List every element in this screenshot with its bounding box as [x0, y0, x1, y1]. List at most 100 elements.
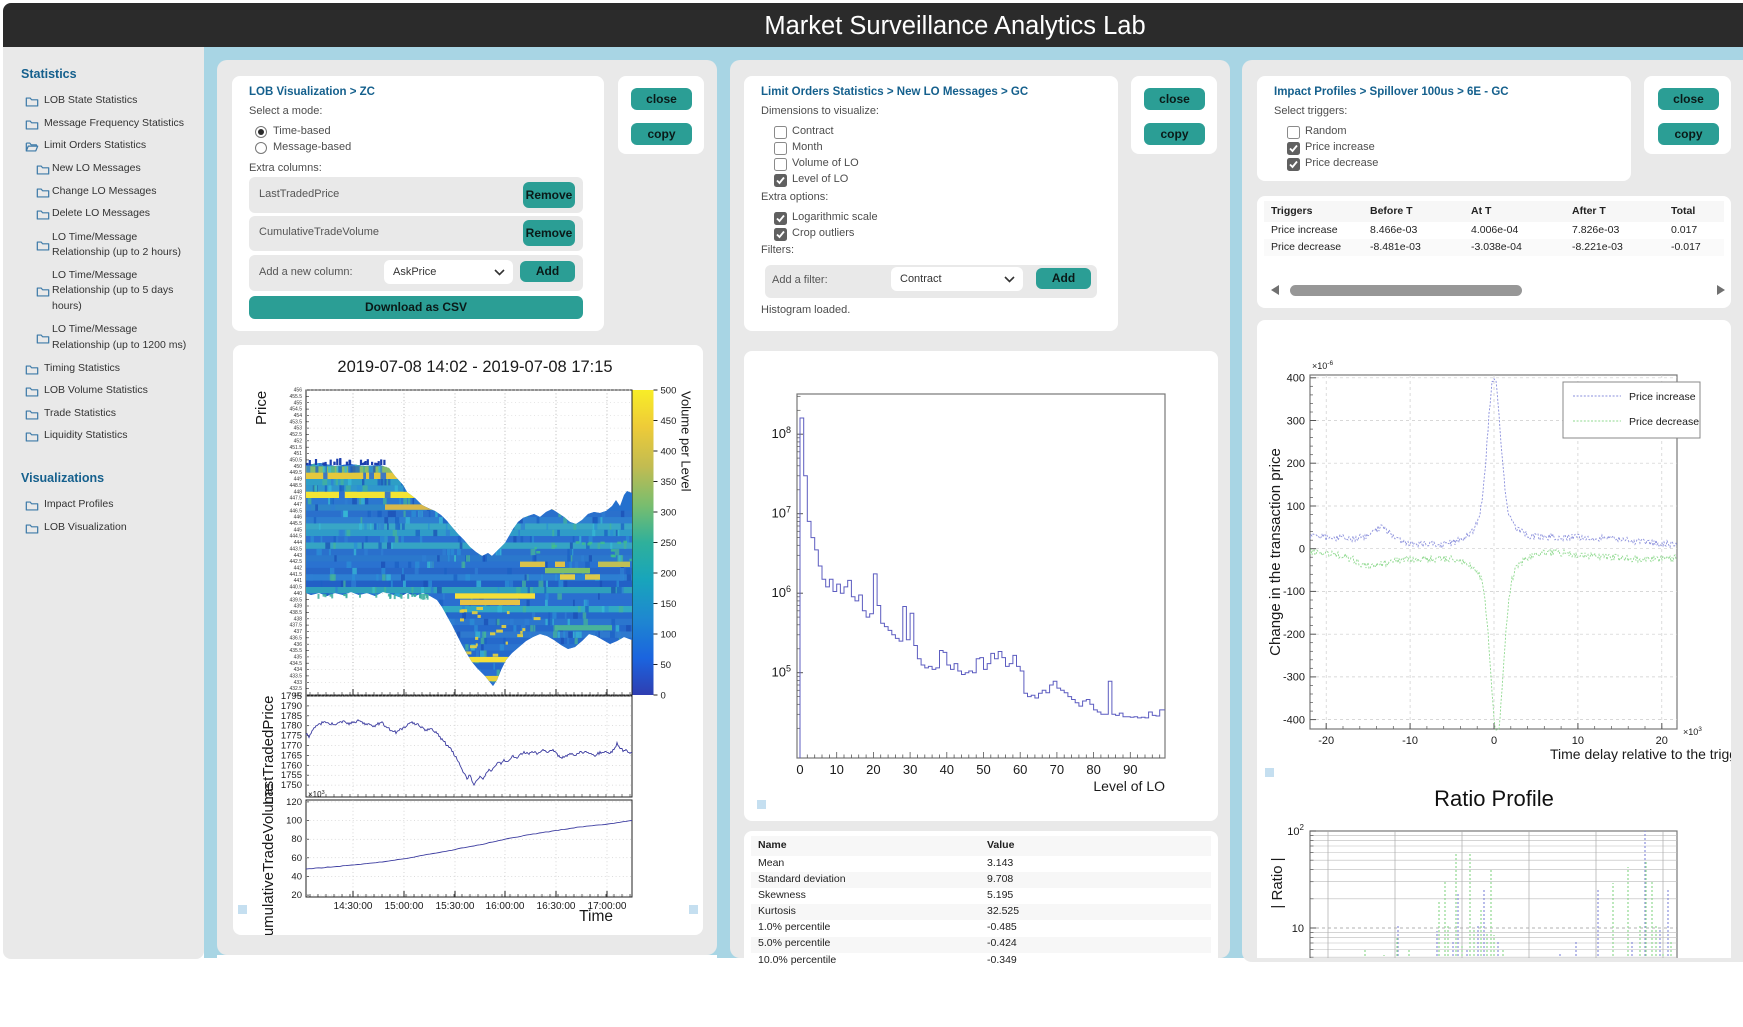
svg-text:200: 200 [661, 569, 677, 580]
svg-text:437: 437 [294, 629, 303, 635]
svg-text:447: 447 [294, 502, 303, 508]
svg-text:1780: 1780 [281, 721, 302, 732]
svg-text:435.5: 435.5 [289, 648, 302, 654]
svg-text:17:00:00: 17:00:00 [588, 901, 627, 912]
svg-text:×10-6: ×10-6 [1312, 360, 1333, 371]
svg-text:108: 108 [772, 425, 791, 441]
svg-text:434: 434 [294, 667, 303, 673]
svg-text:40: 40 [291, 872, 302, 883]
svg-text:90: 90 [1123, 762, 1137, 777]
svg-text:80: 80 [1086, 762, 1100, 777]
svg-text:444: 444 [294, 540, 303, 546]
svg-text:0: 0 [1491, 735, 1497, 747]
svg-text:400: 400 [661, 447, 677, 458]
svg-text:-400: -400 [1283, 714, 1305, 726]
svg-text:1755: 1755 [281, 770, 302, 781]
svg-text:432: 432 [294, 693, 303, 699]
svg-text:435: 435 [294, 655, 303, 661]
svg-text:Price: Price [253, 391, 270, 425]
svg-text:441.5: 441.5 [289, 572, 302, 578]
svg-text:106: 106 [772, 584, 791, 600]
svg-text:445: 445 [294, 527, 303, 533]
svg-text:452: 452 [294, 438, 303, 444]
svg-text:442: 442 [294, 566, 303, 572]
svg-text:-10: -10 [1402, 735, 1418, 747]
svg-text:400: 400 [1287, 373, 1305, 385]
svg-text:107: 107 [772, 505, 791, 521]
svg-text:60: 60 [1013, 762, 1027, 777]
svg-text:80: 80 [291, 834, 302, 845]
svg-text:Level of LO: Level of LO [1093, 778, 1165, 794]
svg-text:436: 436 [294, 642, 303, 648]
svg-text:454.5: 454.5 [289, 407, 302, 413]
svg-text:300: 300 [661, 508, 677, 519]
svg-text:438: 438 [294, 616, 303, 622]
svg-text:10: 10 [1292, 923, 1304, 935]
svg-text:448: 448 [294, 489, 303, 495]
svg-text:CumulativeTradeVolume: CumulativeTradeVolume [260, 783, 277, 935]
svg-text:1775: 1775 [281, 731, 302, 742]
svg-text:0: 0 [796, 762, 803, 777]
svg-text:16:30:00: 16:30:00 [537, 901, 576, 912]
svg-text:120: 120 [286, 797, 302, 808]
svg-text:10: 10 [1572, 735, 1584, 747]
svg-text:×103: ×103 [308, 790, 325, 799]
svg-text:1790: 1790 [281, 701, 302, 712]
svg-text:448.5: 448.5 [289, 483, 302, 489]
svg-text:446: 446 [294, 515, 303, 521]
svg-text:450.5: 450.5 [289, 458, 302, 464]
svg-text:-20: -20 [1318, 735, 1334, 747]
svg-text:20: 20 [866, 762, 880, 777]
svg-text:442.5: 442.5 [289, 559, 302, 565]
svg-text:10: 10 [829, 762, 843, 777]
svg-text:450: 450 [294, 464, 303, 470]
svg-text:Price decrease: Price decrease [1629, 416, 1699, 428]
svg-text:436.5: 436.5 [289, 635, 302, 641]
svg-text:438.5: 438.5 [289, 610, 302, 616]
svg-text:250: 250 [661, 538, 677, 549]
svg-text:443.5: 443.5 [289, 547, 302, 553]
svg-text:50: 50 [661, 660, 672, 671]
svg-text:439.5: 439.5 [289, 597, 302, 603]
svg-text:449.5: 449.5 [289, 470, 302, 476]
svg-text:1750: 1750 [281, 780, 302, 791]
svg-text:Volume per Level: Volume per Level [679, 391, 694, 492]
svg-text:433.5: 433.5 [289, 674, 302, 680]
svg-text:40: 40 [940, 762, 954, 777]
svg-text:1795: 1795 [281, 691, 302, 702]
svg-text:100: 100 [286, 816, 302, 827]
svg-text:437.5: 437.5 [289, 623, 302, 629]
svg-text:| Ratio |: | Ratio | [1269, 857, 1286, 908]
svg-text:452.5: 452.5 [289, 432, 302, 438]
svg-text:441: 441 [294, 578, 303, 584]
svg-text:432.5: 432.5 [289, 686, 302, 692]
svg-text:×103: ×103 [1683, 726, 1702, 737]
svg-text:LastTradedPrice: LastTradedPrice [260, 696, 277, 806]
svg-text:453: 453 [294, 426, 303, 432]
svg-text:Time: Time [579, 908, 613, 925]
svg-text:15:30:00: 15:30:00 [436, 901, 475, 912]
svg-text:70: 70 [1050, 762, 1064, 777]
svg-text:Ratio Profile: Ratio Profile [1434, 786, 1554, 811]
svg-text:1765: 1765 [281, 750, 302, 761]
svg-text:-200: -200 [1283, 629, 1305, 641]
svg-text:16:00:00: 16:00:00 [486, 901, 525, 912]
svg-text:20: 20 [1656, 735, 1668, 747]
svg-text:434.5: 434.5 [289, 661, 302, 667]
svg-text:1770: 1770 [281, 741, 302, 752]
svg-text:14:30:00: 14:30:00 [334, 901, 373, 912]
svg-text:100: 100 [661, 630, 677, 641]
svg-text:451: 451 [294, 451, 303, 457]
svg-text:453.5: 453.5 [289, 419, 302, 425]
svg-text:Time delay relative to the tri: Time delay relative to the trigger [1550, 746, 1731, 762]
svg-text:446.5: 446.5 [289, 508, 302, 514]
svg-text:451.5: 451.5 [289, 445, 302, 451]
svg-text:Price increase: Price increase [1629, 391, 1696, 403]
svg-text:0: 0 [661, 691, 666, 702]
svg-text:449: 449 [294, 477, 303, 483]
svg-text:20: 20 [291, 890, 302, 901]
svg-text:500: 500 [661, 386, 677, 397]
svg-text:440: 440 [294, 591, 303, 597]
svg-text:439: 439 [294, 604, 303, 610]
svg-text:444.5: 444.5 [289, 534, 302, 540]
